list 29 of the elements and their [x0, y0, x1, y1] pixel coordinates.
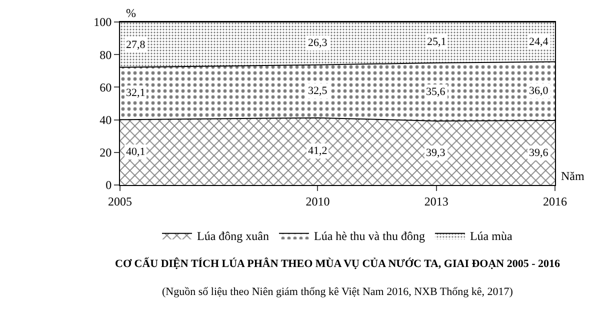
y-tick-label: 0 — [106, 178, 112, 192]
x-tick-label: 2013 — [424, 194, 448, 208]
data-label: 24,4 — [529, 36, 549, 48]
data-label: 27,8 — [126, 39, 146, 51]
data-label: 25,1 — [427, 36, 446, 48]
y-tick-label: 40 — [100, 113, 112, 127]
y-tick-label: 20 — [100, 146, 112, 160]
data-label: 35,6 — [426, 86, 446, 98]
x-tick-label: 2010 — [306, 194, 330, 208]
data-label: 32,1 — [126, 87, 146, 99]
data-label: 36,0 — [529, 85, 549, 97]
data-label: 40,1 — [126, 146, 146, 158]
y-axis-title: % — [126, 6, 136, 20]
legend-label: Lúa đông xuân — [197, 229, 269, 244]
x-tick-label: 2016 — [543, 194, 567, 208]
y-tick-label: 100 — [94, 15, 112, 30]
data-label: 39,6 — [529, 147, 549, 159]
data-label: 39,3 — [426, 147, 446, 159]
data-label: 32,5 — [308, 85, 328, 97]
y-tick-label: 60 — [100, 80, 112, 94]
x-tick-label: 2005 — [108, 194, 132, 208]
y-tick-label: 80 — [100, 48, 112, 62]
text: CƠ CẤU DIỆN TÍCH LÚA PHÂN THEO MÙA VỤ CỦA NƯỚC TA, GIAI ĐOẠN 2005 - 2016 — [115, 257, 561, 270]
legend-label: Lúa mùa — [470, 229, 513, 244]
legend-label: Lúa hè thu và thu đông — [314, 229, 425, 244]
x-axis-title: Năm — [561, 169, 585, 183]
data-label: 41,2 — [308, 145, 328, 157]
text: (Nguồn số liệu theo Niên giám thống kê Việt Nam 2016, NXB Thống kê, 2017) — [162, 286, 514, 298]
data-label: 26,3 — [308, 37, 328, 49]
